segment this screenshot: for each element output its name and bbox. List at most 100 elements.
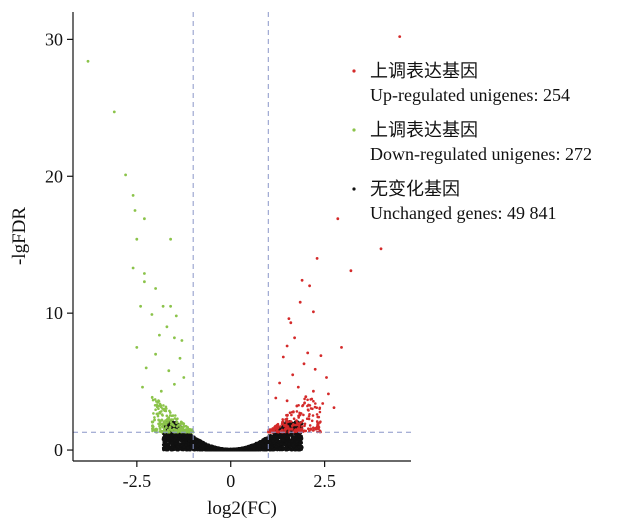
- point-down: [135, 346, 139, 349]
- point-up: [349, 269, 353, 273]
- point-up: [298, 300, 302, 304]
- point-unchanged: [275, 448, 279, 452]
- point-unchanged: [174, 436, 178, 440]
- point-down: [178, 422, 182, 426]
- point-up: [309, 427, 313, 431]
- point-unchanged: [188, 448, 192, 452]
- point-unchanged: [186, 446, 190, 450]
- point-down: [173, 336, 176, 340]
- point-unchanged: [170, 441, 174, 445]
- point-up: [321, 402, 325, 405]
- point-up: [312, 429, 315, 432]
- y-tick-label: 20: [45, 166, 63, 186]
- point-up: [274, 396, 278, 400]
- point-up: [332, 406, 336, 409]
- point-unchanged: [261, 448, 265, 452]
- point-unchanged: [205, 443, 209, 447]
- point-up: [288, 428, 292, 431]
- point-up: [398, 35, 402, 38]
- point-up: [291, 373, 295, 377]
- point-unchanged: [232, 448, 235, 452]
- point-unchanged: [298, 443, 302, 446]
- point-unchanged: [243, 446, 247, 450]
- point-down: [155, 400, 158, 403]
- point-down: [175, 420, 179, 424]
- point-unchanged: [283, 442, 287, 446]
- point-unchanged: [187, 439, 191, 443]
- point-unchanged: [281, 426, 285, 430]
- point-down: [150, 313, 154, 316]
- point-down: [170, 428, 173, 432]
- point-up: [317, 427, 320, 431]
- point-unchanged: [278, 432, 282, 436]
- point-down: [158, 404, 161, 408]
- point-unchanged: [261, 443, 265, 447]
- point-down: [157, 407, 160, 411]
- point-up: [290, 428, 294, 431]
- point-unchanged: [285, 445, 288, 449]
- point-down: [160, 418, 164, 422]
- point-unchanged: [300, 437, 304, 441]
- point-up: [307, 427, 310, 431]
- point-down: [124, 173, 127, 177]
- point-down: [153, 418, 156, 422]
- legend-note-down: Down-regulated unigenes: 272: [370, 144, 592, 164]
- point-down: [153, 416, 156, 419]
- point-down: [166, 417, 169, 420]
- point-up: [295, 410, 299, 413]
- point-down: [157, 419, 160, 422]
- y-tick-label: 10: [45, 303, 63, 323]
- point-unchanged: [246, 445, 250, 449]
- point-up: [283, 428, 287, 432]
- point-up: [285, 414, 289, 417]
- x-tick-label: 0: [226, 471, 235, 491]
- point-unchanged: [291, 443, 295, 447]
- point-down: [154, 352, 158, 356]
- point-up: [297, 424, 301, 428]
- point-unchanged: [187, 442, 190, 446]
- point-unchanged: [253, 444, 256, 448]
- point-down: [166, 428, 170, 432]
- point-down: [168, 430, 171, 434]
- point-unchanged: [167, 443, 171, 446]
- legend-note-up: Up-regulated unigenes: 254: [370, 85, 570, 105]
- x-tick-label: 2.5: [313, 471, 336, 491]
- point-up: [303, 424, 306, 428]
- point-unchanged: [164, 441, 168, 445]
- point-up: [306, 408, 310, 412]
- point-up: [296, 428, 299, 431]
- point-unchanged: [174, 442, 178, 445]
- point-down: [154, 287, 158, 290]
- point-unchanged: [189, 442, 193, 446]
- point-unchanged: [239, 448, 243, 452]
- point-up: [285, 399, 289, 403]
- point-down: [165, 414, 169, 418]
- point-unchanged: [268, 448, 272, 452]
- point-up: [316, 415, 320, 419]
- point-down: [170, 414, 174, 418]
- point-down: [163, 428, 166, 431]
- point-down: [162, 423, 165, 426]
- point-up: [295, 419, 298, 422]
- point-down: [171, 422, 174, 426]
- point-unchanged: [278, 447, 282, 451]
- point-unchanged: [250, 445, 254, 449]
- point-unchanged: [182, 445, 186, 449]
- point-up: [273, 428, 276, 432]
- point-up: [296, 422, 300, 425]
- point-down: [151, 429, 154, 433]
- point-up: [336, 217, 340, 221]
- point-down: [143, 280, 146, 284]
- point-up: [269, 429, 272, 433]
- point-down: [158, 333, 161, 337]
- point-up: [379, 247, 383, 251]
- legend-marker-down: [352, 128, 356, 132]
- point-unchanged: [283, 434, 287, 438]
- point-down: [139, 304, 143, 308]
- point-up: [276, 426, 280, 430]
- point-up: [276, 422, 280, 426]
- point-down: [178, 430, 181, 433]
- point-up: [318, 407, 321, 411]
- point-up: [278, 381, 281, 385]
- point-up: [312, 399, 315, 403]
